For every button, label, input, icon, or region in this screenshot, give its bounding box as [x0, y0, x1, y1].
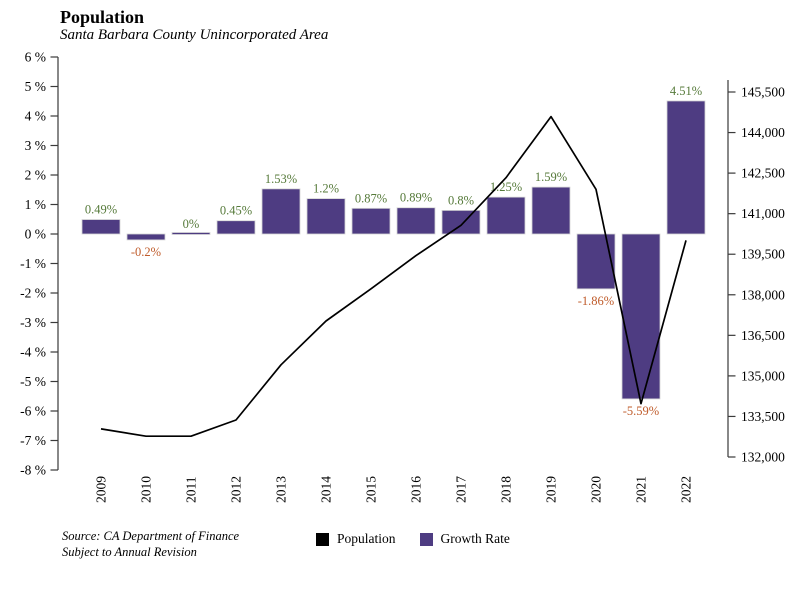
growth-rate-bar	[351, 207, 391, 235]
bars-group	[81, 100, 706, 400]
x-axis-year-label: 2009	[94, 476, 109, 503]
x-axis-year-label: 2011	[184, 477, 199, 504]
left-axis-tick-label: -2 %	[20, 286, 46, 301]
bar-value-label: 0.49%	[85, 203, 117, 217]
chart-subtitle: Santa Barbara County Unincorporated Area	[60, 27, 329, 43]
bar-value-label: -1.86%	[578, 294, 614, 308]
left-axis-tick-label: 0 %	[25, 227, 46, 242]
right-axis-tick-label: 135,000	[741, 368, 785, 383]
growth-rate-swatch-icon	[419, 532, 433, 546]
growth-rate-bar	[486, 196, 526, 235]
bar-value-label: 0.8%	[448, 193, 474, 207]
bar-value-label: -5.59%	[623, 404, 659, 418]
left-axis-tick-label: 3 %	[25, 138, 46, 153]
x-axis-year-label: 2010	[139, 476, 154, 503]
right-axis-tick-label: 133,500	[741, 409, 785, 424]
bar-value-label: 1.59%	[535, 170, 567, 184]
x-axis-year-label: 2013	[274, 476, 289, 503]
growth-rate-bar	[531, 186, 571, 235]
bar-value-label: 4.51%	[670, 84, 702, 98]
source-line2: Subject to Annual Revision	[62, 545, 197, 559]
right-axis-tick-label: 145,500	[741, 85, 785, 100]
left-axis-tick-label: -8 %	[20, 463, 46, 478]
x-axis-year-label: 2014	[319, 476, 334, 503]
left-axis-tick-label: -3 %	[20, 315, 46, 330]
growth-rate-bar	[621, 233, 661, 400]
growth-rate-bar	[576, 233, 616, 290]
source-line1: Source: CA Department of Finance	[62, 529, 240, 543]
right-axis-tick-label: 141,000	[741, 206, 785, 221]
legend-label-population: Population	[337, 531, 396, 546]
x-axis-year-label: 2012	[229, 476, 244, 503]
growth-rate-bar	[126, 233, 166, 241]
left-axis-tick-label: -5 %	[20, 374, 46, 389]
right-axis-tick-label: 136,500	[741, 328, 785, 343]
chart-header: Population Santa Barbara County Unincorp…	[60, 8, 328, 44]
bar-value-label: 0%	[183, 217, 200, 231]
chart-legend: Population Growth Rate	[316, 531, 510, 547]
growth-rate-bar	[306, 198, 346, 235]
bar-value-label: 1.2%	[313, 182, 339, 196]
left-axis-tick-label: -7 %	[20, 433, 46, 448]
bar-value-label: 0.45%	[220, 204, 252, 218]
right-axis-tick-label: 144,000	[741, 125, 785, 140]
x-axis-year-label: 2015	[364, 476, 379, 503]
x-axis-year-label: 2021	[634, 476, 649, 503]
population-swatch-icon	[316, 532, 329, 546]
chart-title: Population	[60, 7, 145, 27]
growth-rate-bar	[261, 188, 301, 235]
bar-labels-group: 0.49% -0.2% 0% 0.45% 1.53% 1.2% 0.87% 0.89% 0.8%…	[85, 84, 702, 418]
source-note: Source: CA Department of Finance Subject…	[62, 528, 239, 560]
x-axis-year-label: 2020	[589, 476, 604, 503]
bar-value-label: -0.2%	[131, 245, 161, 259]
growth-rate-bar	[666, 100, 706, 235]
left-axis-tick-label: 5 %	[25, 79, 46, 94]
year-labels-group: 2009 2010 2011 2012 2013 2014 2015 2016 2017 2018…	[94, 476, 694, 503]
legend-item-population: Population	[316, 531, 396, 547]
left-axis-tick-label: 1 %	[25, 197, 46, 212]
left-axis-tick-label: 2 %	[25, 168, 46, 183]
bar-value-label: 0.89%	[400, 191, 432, 205]
left-axis-tick-label: -4 %	[20, 345, 46, 360]
growth-rate-bar	[396, 207, 436, 235]
right-axis-tick-label: 138,000	[741, 287, 785, 302]
legend-label-growth-rate: Growth Rate	[440, 531, 510, 546]
bar-value-label: 1.53%	[265, 172, 297, 186]
growth-rate-bar	[171, 232, 211, 235]
x-axis-year-label: 2016	[409, 476, 424, 503]
left-axis-tick-label: 6 %	[25, 50, 46, 65]
right-axis-tick-label: 142,500	[741, 166, 785, 181]
x-axis-year-label: 2017	[454, 476, 469, 503]
right-axis: 145,500 144,000 142,500 141,000 139,500 138,0…	[727, 80, 785, 465]
x-axis-year-label: 2022	[679, 476, 694, 503]
left-axis-tick-label: -6 %	[20, 404, 46, 419]
bar-value-label: 1.25%	[490, 180, 522, 194]
growth-rate-bar	[81, 219, 121, 235]
legend-item-growth-rate: Growth Rate	[419, 531, 510, 547]
growth-rate-bar	[441, 209, 481, 235]
growth-rate-bar	[216, 220, 256, 235]
left-axis-tick-label: 4 %	[25, 109, 46, 124]
left-axis: 6 % 5 % 4 % 3 % 2 % 1 % 0 % -1 % -2 % -3 % -4 % -5 …	[20, 50, 59, 478]
left-axis-tick-label: -1 %	[20, 256, 46, 271]
bar-value-label: 0.87%	[355, 191, 387, 205]
right-axis-tick-label: 139,500	[741, 247, 785, 262]
x-axis-year-label: 2019	[544, 476, 559, 503]
x-axis-year-label: 2018	[499, 476, 514, 503]
population-line	[100, 115, 687, 438]
right-axis-tick-label: 132,000	[741, 450, 785, 465]
